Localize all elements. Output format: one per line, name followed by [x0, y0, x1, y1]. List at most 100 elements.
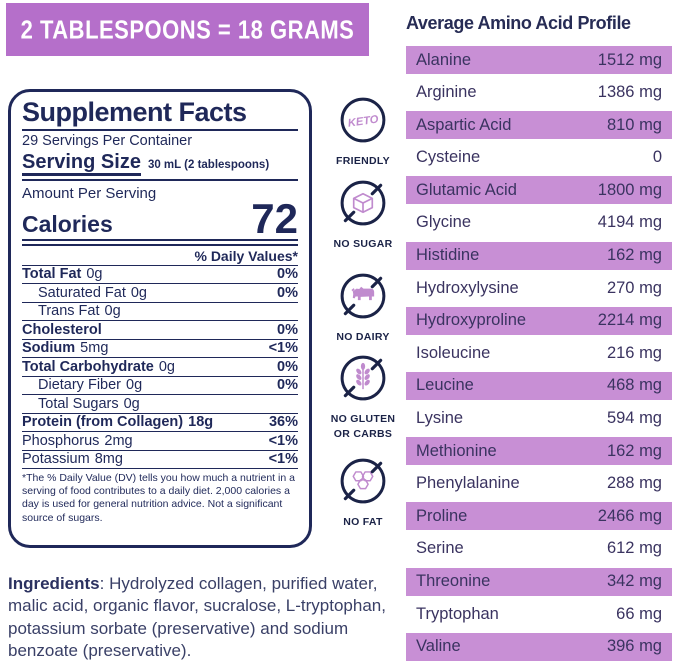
nutrient-name: Protein (from Collagen) — [22, 414, 184, 431]
keto-circle-text: KETO — [347, 114, 379, 130]
amino-value: 216 mg — [606, 343, 662, 362]
nutrition-row: Dietary Fiber 0g 0% — [22, 375, 298, 395]
amino-name: Cysteine — [416, 148, 481, 167]
amino-name: Leucine — [416, 376, 474, 395]
amino-name: Valine — [416, 637, 461, 656]
nutrient-amount: 8mg — [94, 451, 123, 468]
amino-name: Threonine — [416, 572, 491, 590]
nutrition-row: Sodium 5mg <1% — [22, 338, 298, 358]
amino-row: Cysteine 0 — [406, 144, 672, 172]
nutrient-amount: 0g — [130, 284, 147, 301]
nutrition-row: Cholesterol 0% — [22, 320, 298, 339]
nutrient-daily-value: <1% — [268, 340, 298, 357]
nutrient-name-and-amount: Total Carbohydrate 0g — [22, 359, 175, 376]
nutrient-daily-value: 0% — [277, 358, 298, 375]
amino-profile-title: Average Amino Acid Profile — [406, 13, 631, 33]
amino-value: 1512 mg — [597, 50, 662, 69]
amino-row: Hydroxyproline 2214 mg — [406, 306, 672, 335]
nutrient-name-and-amount: Total Fat 0g — [22, 266, 102, 283]
amino-row: Valine 396 mg — [406, 632, 672, 661]
nutrition-row: Trans Fat 0g — [22, 301, 298, 321]
servings-per-container: 29 Servings Per Container — [22, 133, 193, 150]
amino-value: 162 mg — [606, 246, 662, 265]
nutrient-amount: 18g — [188, 414, 214, 431]
amino-value: 594 mg — [606, 409, 662, 428]
nutrient-name: Dietary Fiber — [38, 377, 121, 394]
dose-banner-text: 2 TABLESPOONS = 18 GRAMS — [20, 14, 355, 44]
slash — [343, 183, 383, 223]
amino-row: Aspartic Acid 810 mg — [406, 111, 672, 140]
calories-row: Calories 72 — [22, 195, 298, 243]
nutrient-name: Total Carbohydrate — [22, 358, 154, 375]
nutrient-name: Total Sugars — [38, 395, 119, 412]
sugar-cube-glyph — [352, 192, 374, 214]
daily-values-header: % Daily Values* — [194, 247, 298, 264]
amino-row: Hydroxylysine 270 mg — [406, 274, 672, 302]
nutrient-name: Trans Fat — [38, 303, 100, 320]
keto-friendly-icon: KETO — [340, 97, 386, 143]
slash — [343, 358, 383, 398]
calories-label: Calories — [22, 210, 113, 237]
amino-name: Serine — [416, 539, 464, 558]
amino-name: Alanine — [416, 50, 472, 69]
amino-row: Leucine 468 mg — [406, 371, 672, 400]
wheat-glyph — [356, 362, 370, 390]
nutrient-name-and-amount: Protein (from Collagen) 18g — [22, 414, 213, 431]
nutrient-amount: 0g — [158, 358, 175, 375]
nutrient-name: Sodium — [22, 340, 76, 357]
badge-label: NO DAIRY — [336, 331, 390, 343]
amino-name: Phenylalanine — [416, 474, 520, 493]
amino-row: Glutamic Acid 1800 mg — [406, 176, 672, 205]
nutrient-name-and-amount: Total Sugars 0g — [22, 396, 140, 413]
amino-name: Histidine — [416, 246, 480, 265]
ingredients-text: Ingredients: Hydrolyzed collagen, purifi… — [8, 573, 392, 663]
amino-value: 810 mg — [606, 115, 662, 134]
amount-per-serving-label: Amount Per Serving — [22, 185, 157, 203]
slash — [343, 276, 383, 316]
nutrient-amount: 0g — [126, 377, 143, 394]
slash — [343, 461, 383, 501]
amino-value: 468 mg — [606, 376, 662, 395]
nutrient-name-and-amount: Trans Fat 0g — [22, 303, 121, 320]
nutrient-name: Saturated Fat — [38, 284, 126, 301]
nutrition-row: Total Fat 0g 0% — [22, 264, 298, 284]
calories-value: 72 — [251, 195, 298, 243]
amino-row: Threonine 342 mg — [406, 567, 672, 596]
ingredients-list: : Hydrolyzed collagen, purified water, m… — [8, 574, 386, 661]
amino-name: Tryptophan — [416, 604, 499, 623]
amino-value: 270 mg — [606, 278, 662, 297]
nutrient-name: Total Fat — [22, 266, 82, 283]
dose-banner: 2 TABLESPOONS = 18 GRAMS — [6, 3, 369, 56]
amino-name: Lysine — [416, 409, 464, 428]
amino-name: Proline — [416, 506, 468, 525]
nutrient-daily-value: 0% — [277, 321, 298, 338]
amino-value: 66 mg — [616, 604, 662, 623]
divider — [22, 179, 298, 182]
badge-label: NO SUGAR — [333, 238, 393, 250]
ingredients-label: Ingredients — [8, 574, 100, 593]
badge-label: NO GLUTEN OR CARBS — [331, 412, 396, 441]
amino-row: Tryptophan 66 mg — [406, 600, 672, 628]
nutrient-amount: 5mg — [80, 340, 109, 357]
nutrient-daily-value: <1% — [268, 432, 298, 449]
amino-value: 342 mg — [606, 572, 662, 590]
amino-value: 0 — [652, 148, 662, 167]
amino-row: Isoleucine 216 mg — [406, 339, 672, 367]
nutrient-amount: 0g — [104, 303, 121, 320]
amino-row: Arginine 1386 mg — [406, 79, 672, 107]
amino-acid-profile: Average Amino Acid Profile Alanine 1512 … — [406, 13, 672, 665]
nutrient-name: Phosphorus — [22, 432, 100, 449]
nutrient-amount: 0g — [123, 395, 140, 412]
amino-value: 2214 mg — [597, 311, 662, 330]
amino-value: 1800 mg — [597, 180, 662, 199]
nutrition-row: Saturated Fat 0g 0% — [22, 283, 298, 302]
nutrient-name-and-amount: Cholesterol — [22, 322, 107, 339]
nutrient-name-and-amount: Potassium 8mg — [22, 451, 123, 468]
amino-row: Alanine 1512 mg — [406, 46, 672, 74]
amino-row: Phenylalanine 288 mg — [406, 470, 672, 498]
amino-name: Hydroxylysine — [416, 278, 519, 297]
nutrient-daily-value: <1% — [268, 451, 298, 468]
nutrient-daily-value: 0% — [277, 377, 298, 394]
badge-label-line1: NO GLUTEN — [330, 413, 396, 425]
